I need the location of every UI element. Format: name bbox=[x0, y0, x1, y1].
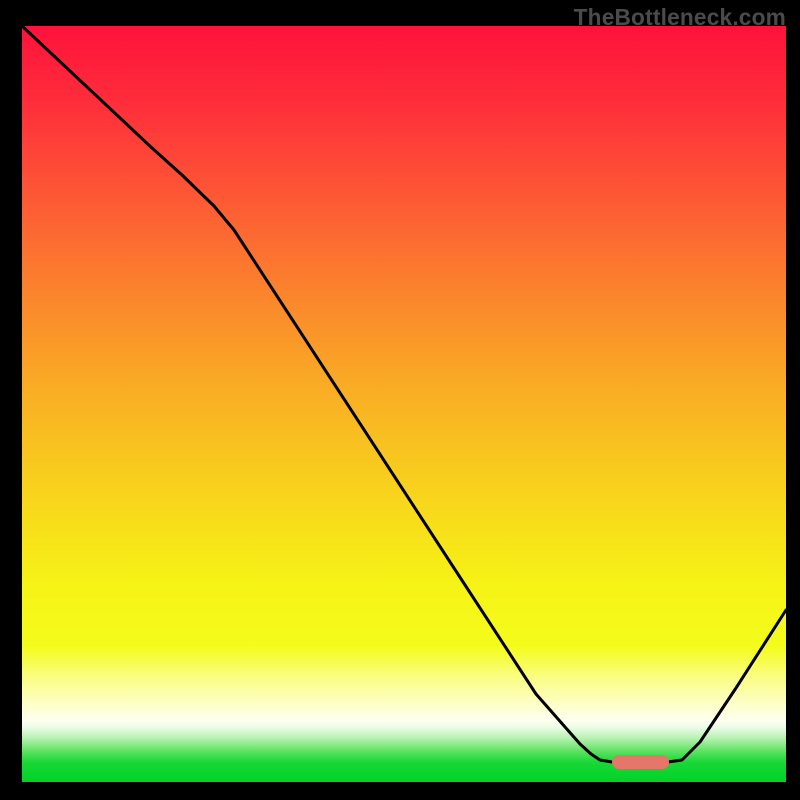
bottleneck-curve bbox=[0, 0, 800, 800]
frame-bottom bbox=[0, 782, 800, 800]
watermark-text: TheBottleneck.com bbox=[574, 4, 786, 31]
frame-left bbox=[0, 0, 22, 800]
optimal-range-marker bbox=[612, 755, 669, 769]
chart-root: TheBottleneck.com bbox=[0, 0, 800, 800]
frame-right bbox=[786, 0, 800, 800]
